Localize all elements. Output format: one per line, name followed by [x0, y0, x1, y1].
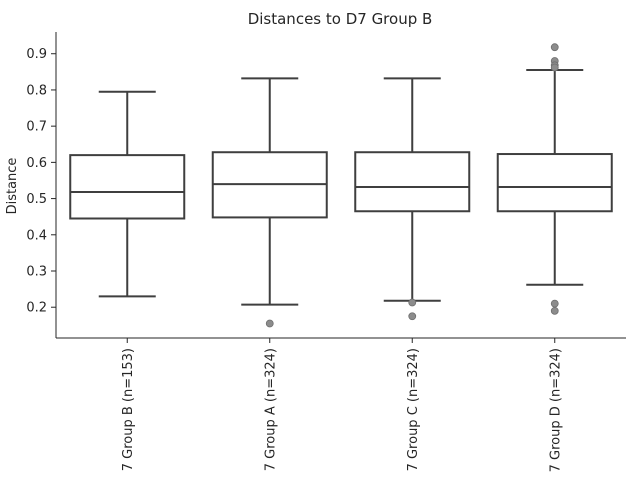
x-tick-label: 7 Group B (n=153) — [121, 348, 136, 471]
box-iqr — [69, 154, 186, 220]
box-group — [69, 90, 186, 298]
y-tick-label: 0.5 — [26, 192, 47, 207]
y-tick-label: 0.2 — [26, 301, 47, 316]
x-tick-label: 7 Group D (n=324) — [548, 348, 563, 472]
boxes-group — [69, 43, 613, 328]
outlier-point — [265, 319, 274, 328]
y-tick-label: 0.8 — [26, 83, 47, 98]
y-tick-label: 0.3 — [26, 265, 47, 280]
outlier-point — [550, 306, 559, 315]
x-tick-label: 7 Group C (n=324) — [406, 348, 421, 471]
chart-title: Distances to D7 Group B — [248, 10, 433, 28]
y-axis-label: Distance — [5, 158, 20, 215]
x-tick-label: 7 Group A (n=324) — [263, 348, 278, 471]
y-tick-label: 0.4 — [26, 228, 47, 243]
outlier-point — [550, 43, 559, 52]
box-group — [496, 43, 613, 315]
x-tick-labels: 7 Group B (n=153) 7 Group A (n=324) 7 Grou… — [121, 338, 563, 472]
box-group — [211, 77, 328, 328]
y-tick-label: 0.6 — [26, 156, 47, 171]
outlier-point — [550, 63, 559, 72]
y-tick-label: 0.7 — [26, 120, 47, 135]
box-iqr — [496, 153, 613, 213]
box-iqr — [354, 151, 471, 213]
y-tick-label: 0.9 — [26, 47, 47, 62]
outlier-point — [408, 298, 417, 307]
box-group — [354, 77, 471, 321]
outlier-point — [408, 312, 417, 321]
outlier-point — [550, 299, 559, 308]
y-ticks: 0.2 0.3 0.4 0.5 0.6 0.7 0.8 0.9 — [26, 47, 56, 316]
